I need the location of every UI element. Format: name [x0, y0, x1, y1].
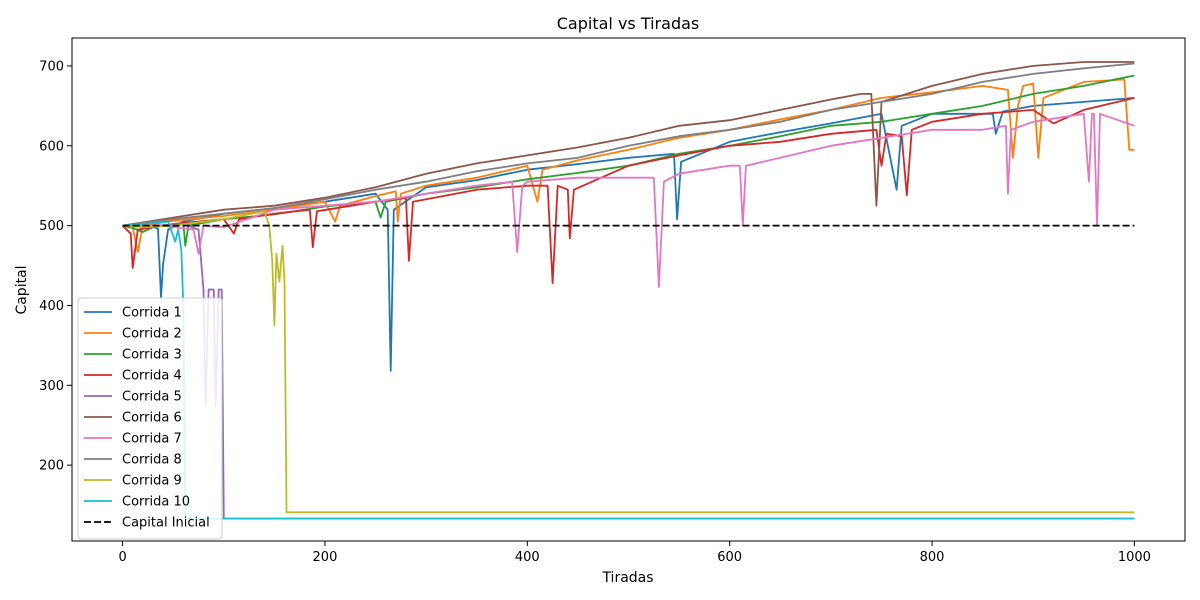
series-line-corrida-4 — [121, 97, 1135, 285]
y-tick-label: 500 — [39, 219, 64, 234]
series-line-corrida-7 — [122, 112, 1135, 289]
plot-lines — [121, 61, 1135, 520]
chart-title: Capital vs Tiradas — [557, 14, 699, 33]
series-line-corrida-10 — [122, 220, 1135, 520]
x-tick-label: 400 — [515, 550, 540, 565]
series-line-corrida-9 — [122, 210, 1135, 514]
y-tick-label: 400 — [39, 299, 64, 314]
legend-label: Corrida 7 — [122, 432, 182, 447]
x-tick-label: 800 — [920, 550, 945, 565]
x-tick-label: 600 — [717, 550, 742, 565]
legend-label: Corrida 2 — [122, 327, 182, 342]
series-line-corrida-1 — [122, 97, 1135, 372]
x-tick-label: 200 — [313, 550, 338, 565]
x-tick-label: 0 — [118, 550, 126, 565]
legend-box — [77, 297, 223, 540]
legend-label: Corrida 10 — [122, 495, 190, 510]
x-tick-label: 1000 — [1118, 550, 1151, 565]
series-line-corrida-6 — [122, 61, 1135, 227]
legend-label: Corrida 3 — [122, 348, 182, 363]
series-line-corrida-3 — [122, 74, 1135, 247]
x-axis-label: Tiradas — [601, 570, 653, 586]
legend-label: Corrida 6 — [122, 411, 182, 426]
legend-label: Corrida 4 — [122, 369, 182, 384]
y-axis-label: Capital — [14, 265, 30, 314]
legend-label: Corrida 1 — [122, 306, 182, 321]
legend-label: Corrida 5 — [122, 390, 182, 405]
legend-label: Corrida 9 — [122, 474, 182, 489]
y-tick-label: 300 — [39, 379, 64, 394]
series-line-corrida-8 — [122, 62, 1135, 227]
y-tick-label: 600 — [39, 139, 64, 154]
series-line-corrida-2 — [122, 78, 1135, 253]
y-tick-label: 200 — [39, 459, 64, 474]
legend-label: Capital Inicial — [122, 516, 210, 531]
axis-ticks: 0 200 400 600 800 1000 200 300 400 500 600 700 — [39, 59, 1151, 565]
plot-frame — [71, 37, 1186, 542]
legend-label: Corrida 8 — [122, 453, 182, 468]
series-line-corrida-5 — [122, 223, 1135, 520]
legend: Corrida 1 Corrida 2 Corrida 3 Corrida 4 Corr… — [77, 297, 223, 540]
y-tick-label: 700 — [39, 59, 64, 74]
